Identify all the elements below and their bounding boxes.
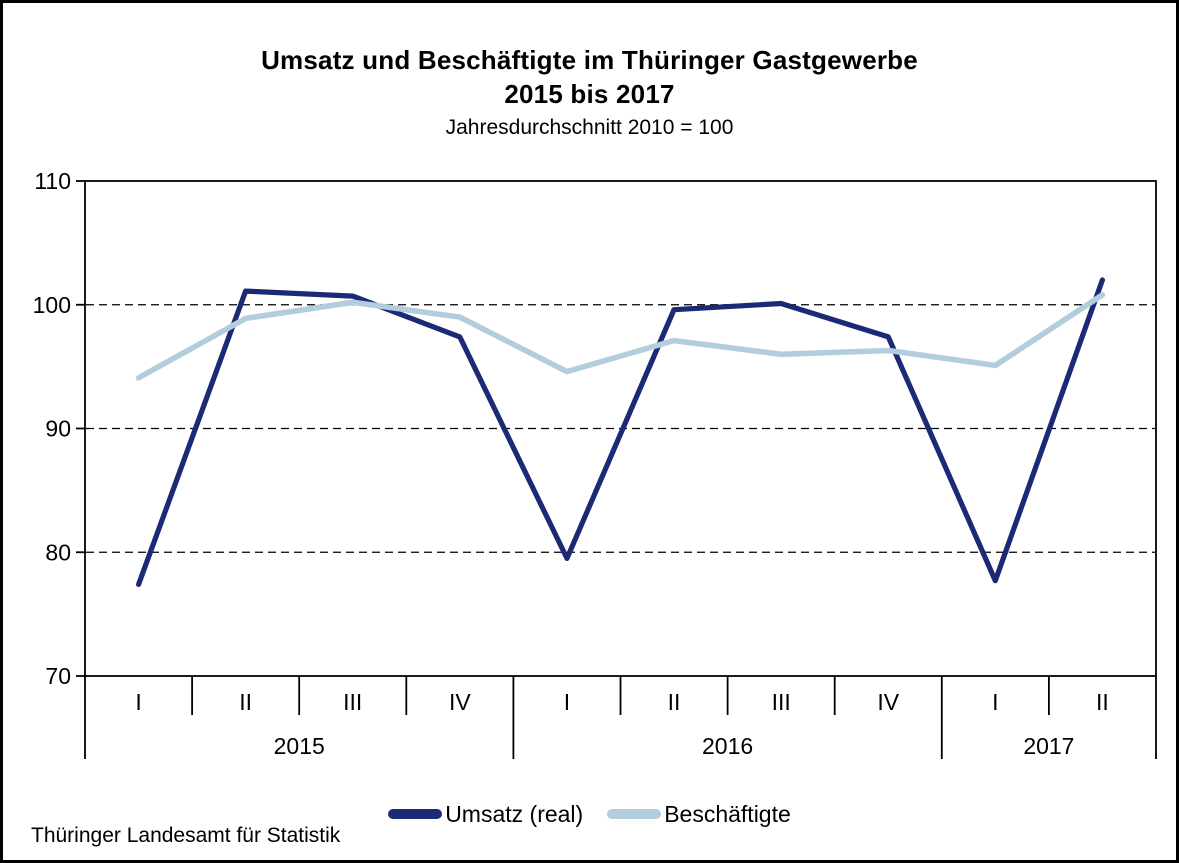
y-tick-label: 90 xyxy=(45,416,71,442)
y-tick-label: 80 xyxy=(45,539,71,565)
quarter-label: II xyxy=(239,689,252,715)
chart-title-line1: Umsatz und Beschäftigte im Thüringer Gas… xyxy=(261,45,918,75)
legend-label-beschaeftigte: Beschäftigte xyxy=(664,801,791,827)
y-tick-label: 70 xyxy=(45,663,71,689)
quarter-label: I xyxy=(135,689,141,715)
legend-swatch-beschaeftigte-icon xyxy=(607,809,662,819)
chart-title-line2: 2015 bis 2017 xyxy=(504,79,675,109)
legend-item-beschaeftigte: Beschäftigte xyxy=(607,801,791,827)
y-tick-label: 100 xyxy=(33,292,71,318)
series-line-beschaeftigte xyxy=(135,292,1106,381)
y-tick-label: 110 xyxy=(34,168,71,194)
quarter-label: II xyxy=(668,689,681,715)
quarter-label: I xyxy=(992,689,998,715)
quarter-label: III xyxy=(343,689,362,715)
quarter-label: III xyxy=(772,689,791,715)
quarter-label: IV xyxy=(449,689,471,715)
year-label: 2017 xyxy=(1023,733,1074,759)
y-axis: 70 80 90 100 110 xyxy=(33,168,85,689)
legend-label-umsatz: Umsatz (real) xyxy=(445,801,584,827)
title-block: Umsatz und Beschäftigte im Thüringer Gas… xyxy=(3,43,1176,143)
year-label: 2016 xyxy=(702,733,753,759)
legend: Umsatz (real) Beschäftigte xyxy=(3,801,1176,827)
quarter-label: II xyxy=(1096,689,1109,715)
quarter-label: IV xyxy=(877,689,899,715)
legend-swatch-umsatz-icon xyxy=(388,809,443,819)
quarter-label: I xyxy=(564,689,570,715)
legend-item-umsatz: Umsatz (real) xyxy=(388,801,583,827)
chart-subtitle: Jahresdurchschnitt 2010 = 100 xyxy=(445,116,734,139)
series-line-umsatz xyxy=(136,277,1106,587)
year-label: 2015 xyxy=(274,733,325,759)
source-note: Thüringer Landesamt für Statistik xyxy=(31,824,341,847)
